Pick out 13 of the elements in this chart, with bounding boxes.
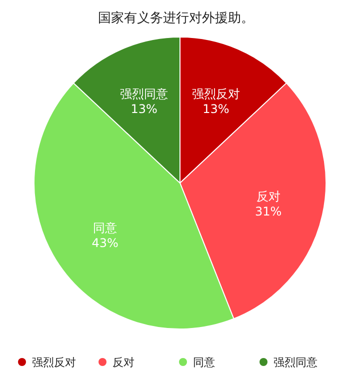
- slice-label: 强烈同意: [120, 86, 168, 101]
- legend-label: 反对: [112, 356, 134, 369]
- slice-label: 强烈反对: [192, 86, 240, 101]
- data-label: 31%: [255, 204, 282, 219]
- data-label: 13%: [130, 102, 158, 116]
- slice-label: 反对: [256, 190, 280, 204]
- chart-title: 国家有义务进行对外援助。: [98, 10, 254, 26]
- legend-label: 强烈同意: [274, 356, 318, 369]
- legend-label: 同意: [193, 356, 215, 369]
- data-label: 43%: [92, 236, 118, 250]
- legend-label: 强烈反对: [32, 356, 76, 369]
- slice-label: 同意: [93, 220, 118, 235]
- data-label: 13%: [202, 102, 230, 116]
